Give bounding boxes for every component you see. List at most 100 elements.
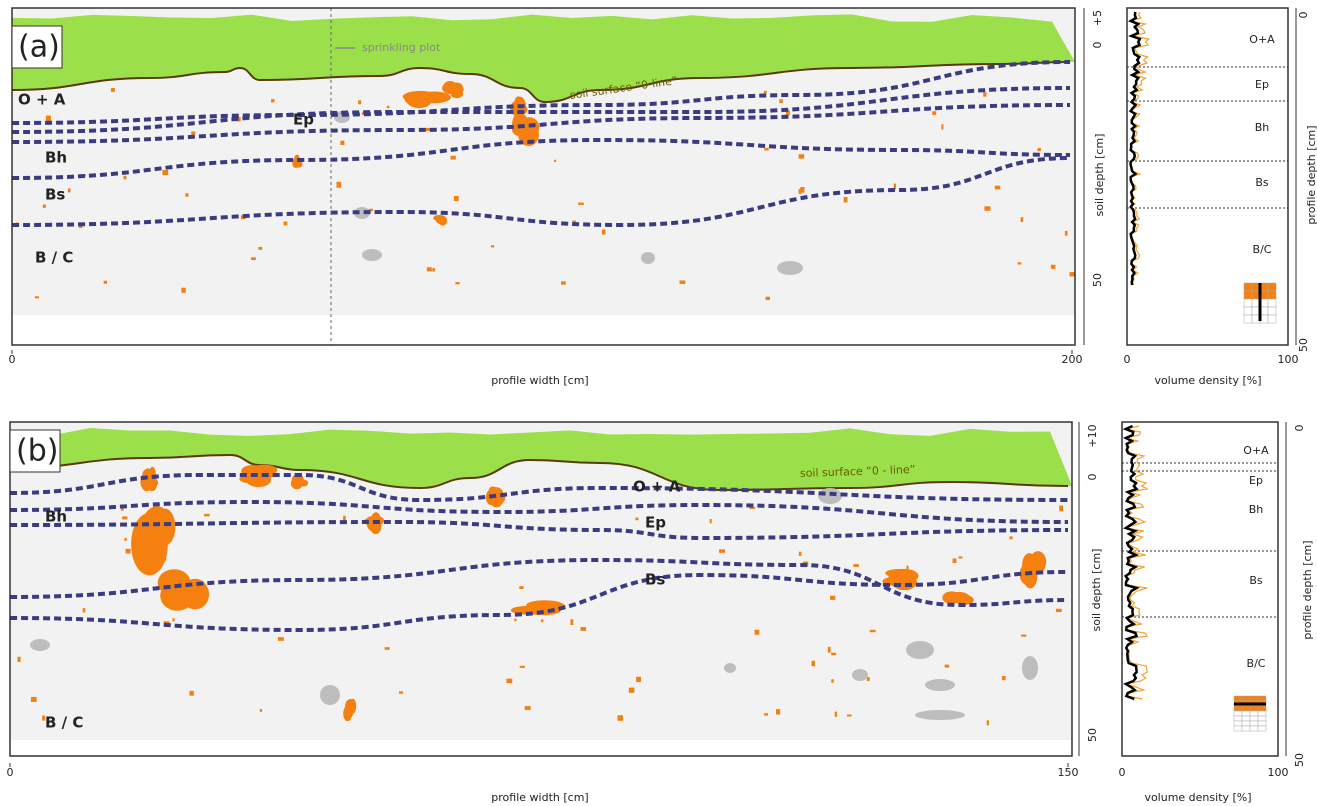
grid-cell	[1267, 298, 1277, 308]
stain	[455, 282, 460, 285]
stain	[578, 202, 584, 205]
grid-cell	[1257, 720, 1267, 727]
stain	[983, 92, 987, 97]
stain	[834, 711, 838, 717]
soil-surface	[9, 453, 1069, 492]
stain	[189, 690, 194, 696]
stain	[519, 586, 524, 589]
stain	[185, 193, 189, 197]
density-horizon: Ep	[1249, 474, 1263, 487]
depth-tick-label: +10	[1086, 424, 1099, 447]
horizon-label: O + A	[18, 91, 66, 109]
stain	[42, 204, 46, 208]
grid-cell	[1233, 695, 1243, 702]
grid-cell	[1233, 705, 1243, 712]
grid-cell	[1243, 314, 1253, 324]
stain	[869, 629, 876, 633]
horizon-boundary	[11, 103, 1071, 144]
stain	[958, 556, 963, 559]
depth-axis-label: soil depth [cm]	[1093, 134, 1106, 217]
stain	[843, 196, 848, 203]
frame	[9, 421, 1073, 757]
stain	[635, 517, 639, 521]
stone	[925, 679, 955, 691]
stain	[45, 115, 51, 122]
stain	[506, 678, 513, 684]
stone	[320, 685, 340, 705]
stain	[358, 100, 362, 105]
stain	[765, 296, 771, 301]
stain	[906, 565, 909, 570]
stain	[580, 627, 587, 631]
infiltration	[365, 516, 378, 528]
depth-tick-label: 50	[1086, 728, 1099, 742]
density-mean	[1127, 11, 1142, 286]
stain	[846, 714, 852, 717]
density-x-label: volume density [%]	[1144, 791, 1251, 804]
grid-cell	[1241, 715, 1251, 722]
grid-cell	[1243, 298, 1253, 308]
density-y-label: profile depth [cm]	[1301, 540, 1314, 639]
stain	[570, 619, 574, 625]
stain	[122, 516, 128, 520]
stain	[123, 175, 127, 180]
density-horizon: B/C	[1253, 243, 1272, 256]
stain	[277, 637, 284, 641]
stain	[519, 665, 525, 668]
density-x-tick: 100	[1268, 766, 1289, 779]
stain	[554, 159, 557, 162]
stain	[601, 229, 606, 235]
stain	[17, 656, 21, 662]
stain	[162, 169, 169, 175]
horizon-label: Ep	[293, 111, 314, 129]
stone	[915, 710, 965, 720]
horizon-boundary	[9, 499, 1069, 524]
infiltration	[147, 476, 158, 491]
stain	[798, 188, 802, 195]
density-y-tick: 0	[1297, 12, 1310, 19]
stain	[800, 187, 805, 193]
stain	[1064, 230, 1068, 236]
infiltration	[518, 117, 540, 138]
horizon-label: B / C	[35, 249, 73, 267]
stone	[30, 639, 50, 651]
grid-cell	[1243, 282, 1253, 292]
stain	[425, 127, 431, 131]
infiltration	[406, 93, 432, 109]
stain	[798, 154, 805, 159]
stain	[34, 296, 40, 299]
stain	[453, 195, 459, 202]
stain	[617, 715, 623, 721]
density-horizon: O+A	[1249, 33, 1275, 46]
stain	[830, 595, 836, 600]
grid-cell	[1257, 710, 1267, 717]
density-horizon: Bh	[1249, 503, 1264, 516]
infiltration	[181, 579, 210, 610]
stain	[110, 88, 115, 92]
horizon-boundary	[9, 519, 1069, 541]
depth-tick-label: 0	[1091, 42, 1104, 49]
stain	[1021, 634, 1027, 637]
depth-tick-label: 50	[1091, 273, 1104, 287]
stain	[994, 185, 1001, 190]
stain	[779, 99, 783, 104]
infiltration	[346, 700, 356, 715]
density-x-tick: 100	[1278, 353, 1299, 366]
depth-tick-label: +5	[1091, 10, 1104, 26]
stone	[354, 207, 370, 219]
stain	[1059, 505, 1064, 512]
stain	[162, 557, 167, 561]
density-horizon: B/C	[1247, 657, 1266, 670]
grid-cell	[1249, 705, 1259, 712]
grid-cell	[1249, 710, 1259, 717]
density-x-tick: 0	[1119, 766, 1126, 779]
density-y-label: profile depth [cm]	[1305, 125, 1317, 224]
density-y-tick: 50	[1297, 338, 1310, 352]
stain	[343, 515, 346, 522]
infiltration	[948, 591, 970, 603]
grid-cell	[1241, 725, 1251, 732]
stain	[191, 131, 196, 135]
infiltration	[131, 512, 168, 576]
annotation: sprinkling plot	[362, 41, 441, 54]
stain	[798, 551, 802, 557]
